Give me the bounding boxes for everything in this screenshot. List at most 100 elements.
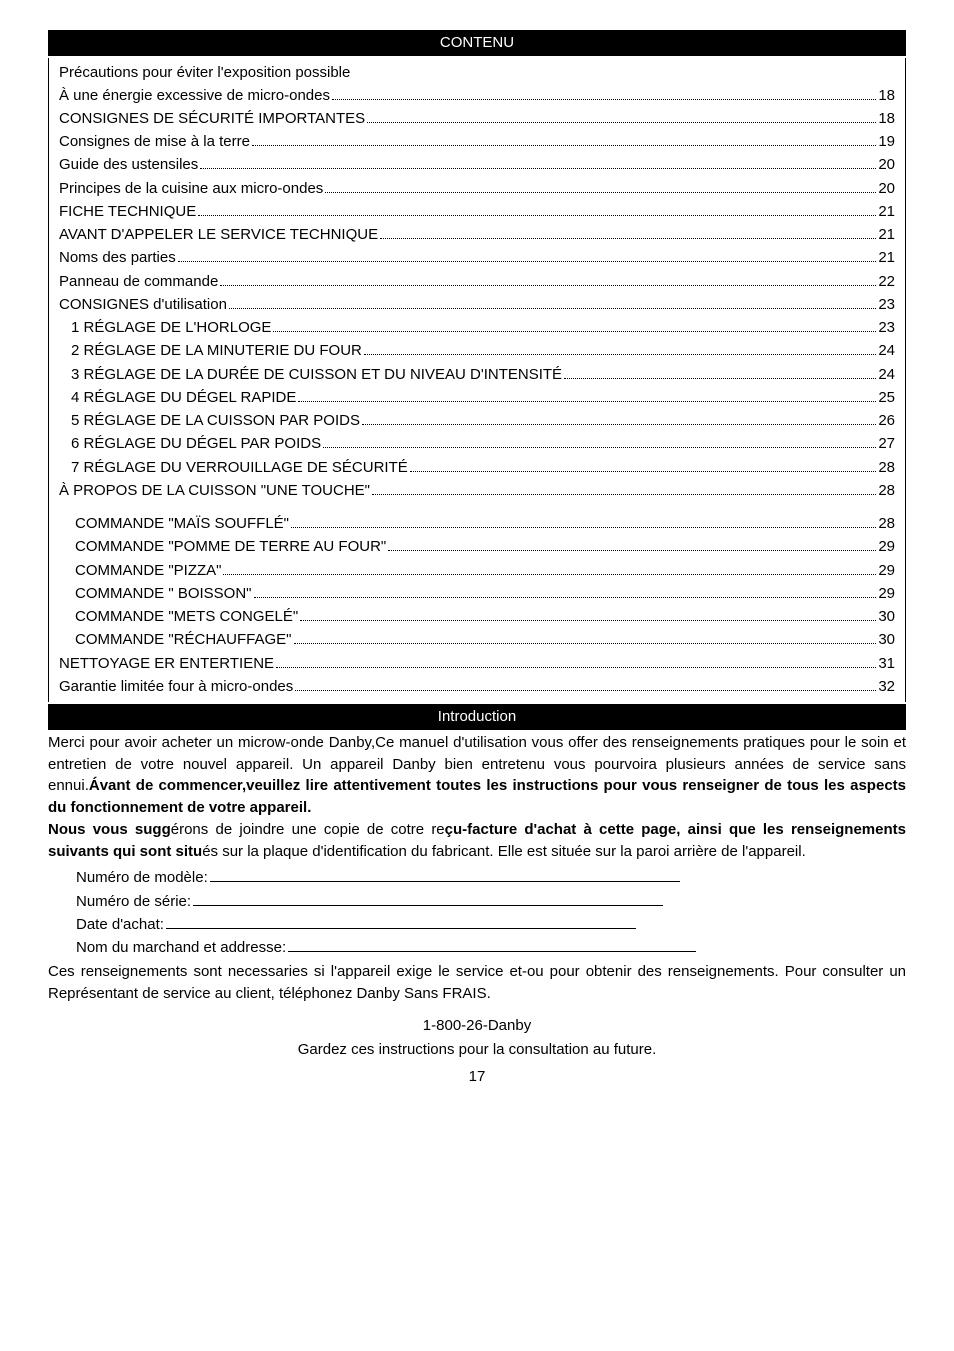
toc-heading: Précautions pour éviter l'exposition pos… [59,62,895,84]
toc-dots [380,223,876,239]
toc-dots [276,652,876,668]
keep-instructions: Gardez ces instructions pour la consulta… [48,1039,906,1061]
toc-dots [252,130,876,146]
toc-page: 22 [878,270,895,293]
toc-title: Guide des ustensiles [59,153,198,176]
toc-row: 6 RÉGLAGE DU DÉGEL PAR POIDS 27 [59,432,895,455]
toc-dots [220,270,876,286]
serial-blank[interactable] [193,890,663,906]
closing-para: Ces renseignements sont necessaries si l… [48,961,906,1005]
toc-row: FICHE TECHNIQUE 21 [59,200,895,223]
toc-page: 30 [878,605,895,628]
toc-title: 3 RÉGLAGE DE LA DURÉE DE CUISSON ET DU N… [71,363,562,386]
dealer-blank[interactable] [288,936,696,952]
toc-dots [372,479,876,495]
toc-row: Guide des ustensiles 20 [59,153,895,176]
toc-page: 23 [878,293,895,316]
phone-number: 1-800-26-Danby [48,1015,906,1037]
toc-page: 18 [878,107,895,130]
page-number: 17 [48,1066,906,1088]
toc-dots [325,177,876,193]
toc-title: Panneau de commande [59,270,218,293]
toc-title: COMMANDE "PIZZA" [75,559,221,582]
toc-row: Noms des parties 21 [59,246,895,269]
toc-title: Principes de la cuisine aux micro-ondes [59,177,323,200]
dealer-label: Nom du marchand et addresse: [76,936,286,959]
toc-title: 4 RÉGLAGE DU DÉGEL RAPIDE [71,386,296,409]
toc-title: 7 RÉGLAGE DU VERROUILLAGE DE SÉCURITÉ [71,456,408,479]
toc-row: NETTOYAGE ER ENTERTIENE 31 [59,652,895,675]
toc-title: CONSIGNES DE SÉCURITÉ IMPORTANTES [59,107,365,130]
toc-box: Précautions pour éviter l'exposition pos… [48,58,906,702]
toc-title: CONSIGNES d'utilisation [59,293,227,316]
toc-dots [295,675,876,691]
toc-title: NETTOYAGE ER ENTERTIENE [59,652,274,675]
intro-para1b: Ávant de commencer,veuillez lire attenti… [48,777,906,816]
date-label: Date d'achat: [76,913,164,936]
toc-dots [178,246,877,262]
toc-dots [254,582,877,598]
toc-title: COMMANDE "MAÏS SOUFFLÉ" [75,512,289,535]
toc-dots [291,512,876,528]
toc-dots [273,316,876,332]
toc-row: COMMANDE "MAÏS SOUFFLÉ" 28 [59,512,895,535]
toc-page: 24 [878,339,895,362]
toc-page: 28 [878,479,895,502]
toc-page: 29 [878,559,895,582]
toc-page: 20 [878,177,895,200]
toc-title: À une énergie excessive de micro-ondes [59,84,330,107]
toc-row: AVANT D'APPELER LE SERVICE TECHNIQUE 21 [59,223,895,246]
toc-dots [229,293,876,309]
toc-dots [223,559,876,575]
toc-row: CONSIGNES d'utilisation 23 [59,293,895,316]
toc-dots [298,386,876,402]
toc-title: Noms des parties [59,246,176,269]
toc-page: 30 [878,628,895,651]
toc-page: 32 [878,675,895,698]
toc-page: 21 [878,246,895,269]
toc-title: COMMANDE "POMME DE TERRE AU FOUR" [75,535,386,558]
toc-dots [300,605,876,621]
toc-row: Panneau de commande 22 [59,270,895,293]
toc-dots [198,200,876,216]
toc-page: 31 [878,652,895,675]
toc-page: 25 [878,386,895,409]
toc-dots [294,628,877,644]
toc-page: 24 [878,363,895,386]
toc-title: 1 RÉGLAGE DE L'HORLOGE [71,316,271,339]
serial-line: Numéro de série: [76,890,696,913]
toc-row: CONSIGNES DE SÉCURITÉ IMPORTANTES 18 [59,107,895,130]
toc-dots [364,339,876,355]
toc-dots [323,432,876,448]
toc-row: COMMANDE "PIZZA" 29 [59,559,895,582]
toc-dots [564,363,876,379]
toc-page: 18 [878,84,895,107]
toc-row: Consignes de mise à la terre 19 [59,130,895,153]
toc-page: 23 [878,316,895,339]
toc-title: 5 RÉGLAGE DE LA CUISSON PAR POIDS [71,409,360,432]
toc-dots [410,456,877,472]
toc-page: 28 [878,456,895,479]
toc-title: COMMANDE " BOISSON" [75,582,252,605]
toc-dots [200,153,876,169]
intro-para2d: és sur la plaque d'identification du fab… [202,843,806,860]
form-block: Numéro de modèle: Numéro de série: Date … [76,866,696,959]
toc-title: AVANT D'APPELER LE SERVICE TECHNIQUE [59,223,378,246]
toc-page: 29 [878,535,895,558]
serial-label: Numéro de série: [76,890,191,913]
model-line: Numéro de modèle: [76,866,696,889]
toc-page: 21 [878,223,895,246]
toc-row: 7 RÉGLAGE DU VERROUILLAGE DE SÉCURITÉ 28 [59,456,895,479]
toc-row: COMMANDE " BOISSON" 29 [59,582,895,605]
toc-page: 20 [878,153,895,176]
toc-dots [362,409,876,425]
toc-page: 27 [878,432,895,455]
toc-title: Consignes de mise à la terre [59,130,250,153]
toc-row: Principes de la cuisine aux micro-ondes … [59,177,895,200]
toc-row: COMMANDE "RÉCHAUFFAGE" 30 [59,628,895,651]
model-blank[interactable] [210,866,680,882]
introduction-header: Introduction [48,704,906,730]
toc-page: 21 [878,200,895,223]
date-blank[interactable] [166,913,636,929]
toc-page: 28 [878,512,895,535]
